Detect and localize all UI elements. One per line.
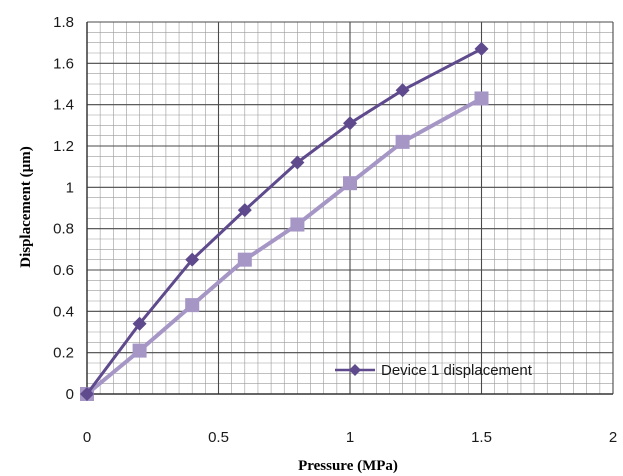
x-tick-label: 1.5 bbox=[471, 429, 492, 446]
y-tick-label: 0.2 bbox=[53, 345, 74, 362]
diamond-marker bbox=[395, 83, 410, 98]
diamond-marker bbox=[132, 316, 147, 331]
square-marker bbox=[395, 134, 410, 149]
tick-labels: 0 0.5 1 1.5 2 0 0.2 0.4 0.6 0.8 1 1.2 1.4 1.6 1.8 bbox=[53, 14, 617, 446]
grid bbox=[86, 21, 614, 395]
diamond-marker bbox=[474, 41, 489, 56]
y-axis-title: Displacement (µm) bbox=[18, 146, 34, 268]
y-tick-label: 1.6 bbox=[53, 55, 74, 72]
series-line-1 bbox=[85, 47, 483, 395]
axes bbox=[86, 22, 613, 395]
legend-label: Device 1 displacement bbox=[381, 362, 533, 379]
x-tick-label: 0.5 bbox=[208, 429, 229, 446]
series bbox=[80, 41, 489, 401]
y-tick-label: 1 bbox=[66, 179, 74, 196]
square-marker bbox=[343, 176, 357, 191]
series-line-2 bbox=[85, 96, 483, 396]
y-tick-label: 0.4 bbox=[53, 303, 74, 320]
y-tick-label: 1.2 bbox=[53, 138, 74, 155]
y-tick-label: 1.8 bbox=[53, 14, 74, 31]
legend: Device 1 displacement bbox=[335, 362, 533, 379]
diamond-marker bbox=[290, 155, 305, 170]
diamond-marker bbox=[185, 252, 200, 267]
y-tick-label: 0 bbox=[66, 386, 74, 403]
legend-diamond-marker bbox=[349, 364, 361, 376]
diamond-marker bbox=[237, 203, 252, 218]
y-tick-label: 1.4 bbox=[53, 97, 74, 114]
x-tick-label: 1 bbox=[346, 429, 354, 446]
y-tick-label: 0.6 bbox=[53, 262, 74, 279]
x-axis-title: Pressure (MPa) bbox=[298, 458, 398, 474]
square-marker bbox=[185, 298, 200, 313]
diamond-marker bbox=[80, 387, 94, 401]
square-marker bbox=[132, 343, 147, 358]
diamond-marker bbox=[343, 116, 357, 131]
square-marker bbox=[290, 217, 305, 232]
x-tick-label: 0 bbox=[83, 429, 91, 446]
square-marker bbox=[474, 91, 489, 106]
square-marker bbox=[237, 252, 252, 267]
y-tick-label: 0.8 bbox=[53, 221, 74, 238]
x-tick-label: 2 bbox=[609, 429, 617, 446]
